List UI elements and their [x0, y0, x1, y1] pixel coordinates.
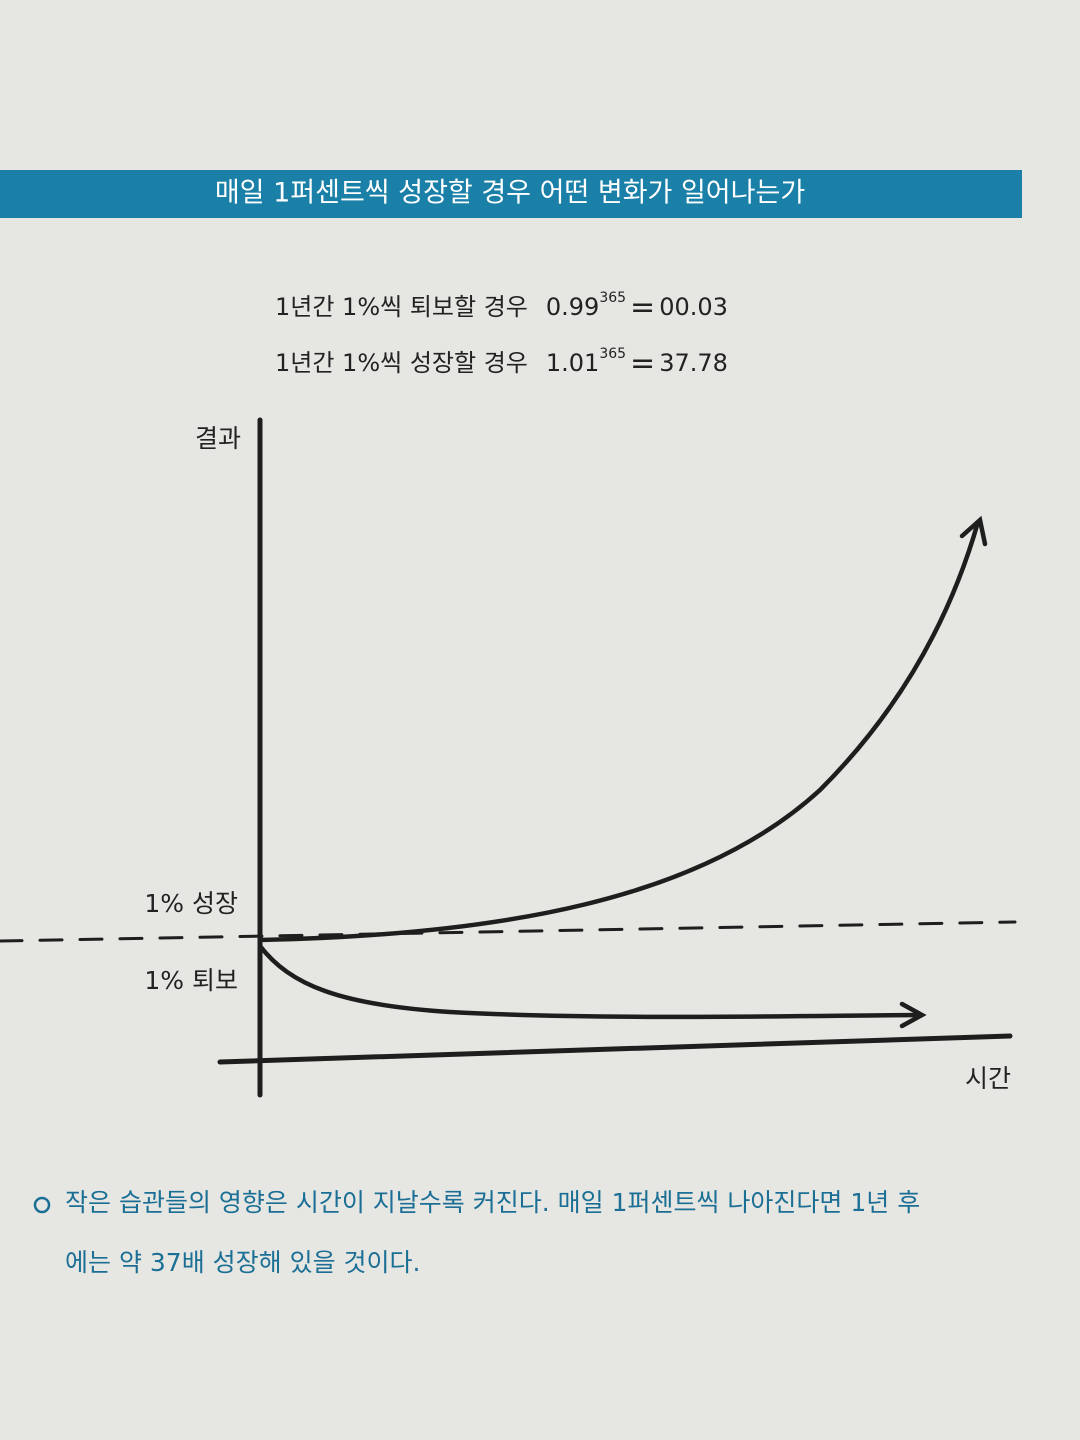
- growth-curve: [257, 519, 981, 943]
- growth-arrow: [959, 515, 988, 547]
- decline-curve: [257, 943, 923, 1020]
- formula-base: 0.99: [546, 293, 599, 321]
- caption-bullet: [33, 1196, 51, 1214]
- formula-label: 1년간 1%씩 퇴보할 경우: [275, 293, 528, 321]
- formula-result: 37.78: [659, 349, 728, 377]
- growth-label: 1% 성장: [144, 889, 238, 918]
- header-title: 매일 1퍼센트씩 성장할 경우 어떤 변화가 일어나는가: [215, 178, 805, 209]
- baseline-dashed: [0, 920, 1017, 943]
- formula-equals: =: [630, 346, 655, 381]
- formula-exponent: 365: [599, 290, 626, 306]
- decline-label: 1% 퇴보: [144, 966, 238, 995]
- formula-equals: =: [630, 290, 655, 325]
- caption-line: 에는 약 37배 성장해 있을 것이다.: [65, 1248, 421, 1277]
- formula-label: 1년간 1%씩 성장할 경우: [275, 349, 528, 377]
- formula-result: 00.03: [659, 293, 728, 321]
- formula: 1년간 1%씩 퇴보할 경우 0.99365 = 00.03: [275, 290, 728, 325]
- decline-arrow: [899, 1001, 927, 1029]
- x-axis: [217, 1033, 1013, 1065]
- header-bar: [0, 170, 1022, 218]
- formula-exponent: 365: [599, 346, 626, 362]
- formula: 1년간 1%씩 성장할 경우 1.01365 = 37.78: [275, 346, 728, 381]
- formula-base: 1.01: [546, 349, 599, 377]
- y-axis-label: 결과: [195, 424, 241, 453]
- x-axis-label: 시간: [965, 1064, 1011, 1093]
- caption-line: 작은 습관들의 영향은 시간이 지날수록 커진다. 매일 1퍼센트씩 나아진다면…: [65, 1188, 920, 1217]
